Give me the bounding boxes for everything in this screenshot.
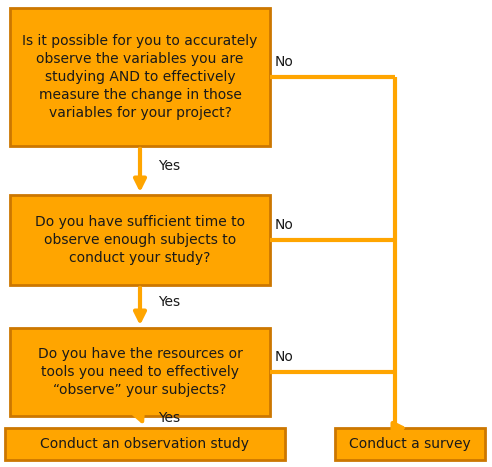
Text: Conduct an observation study: Conduct an observation study [40,437,249,451]
Text: Do you have the resources or
tools you need to effectively
“observe” your subjec: Do you have the resources or tools you n… [37,347,243,397]
Text: No: No [275,350,294,364]
Text: Conduct a survey: Conduct a survey [349,437,471,451]
Text: Yes: Yes [158,160,180,174]
Bar [10,8,270,146]
Text: Yes: Yes [158,411,180,425]
Text: Do you have sufficient time to
observe enough subjects to
conduct your study?: Do you have sufficient time to observe e… [35,215,245,265]
Bar [335,428,485,460]
Bar [10,195,270,285]
Bar [5,428,285,460]
Bar [10,328,270,416]
Text: Yes: Yes [158,296,180,310]
Text: No: No [275,218,294,232]
Text: Is it possible for you to accurately
observe the variables you are
studying AND : Is it possible for you to accurately obs… [22,34,258,120]
Text: No: No [275,55,294,69]
